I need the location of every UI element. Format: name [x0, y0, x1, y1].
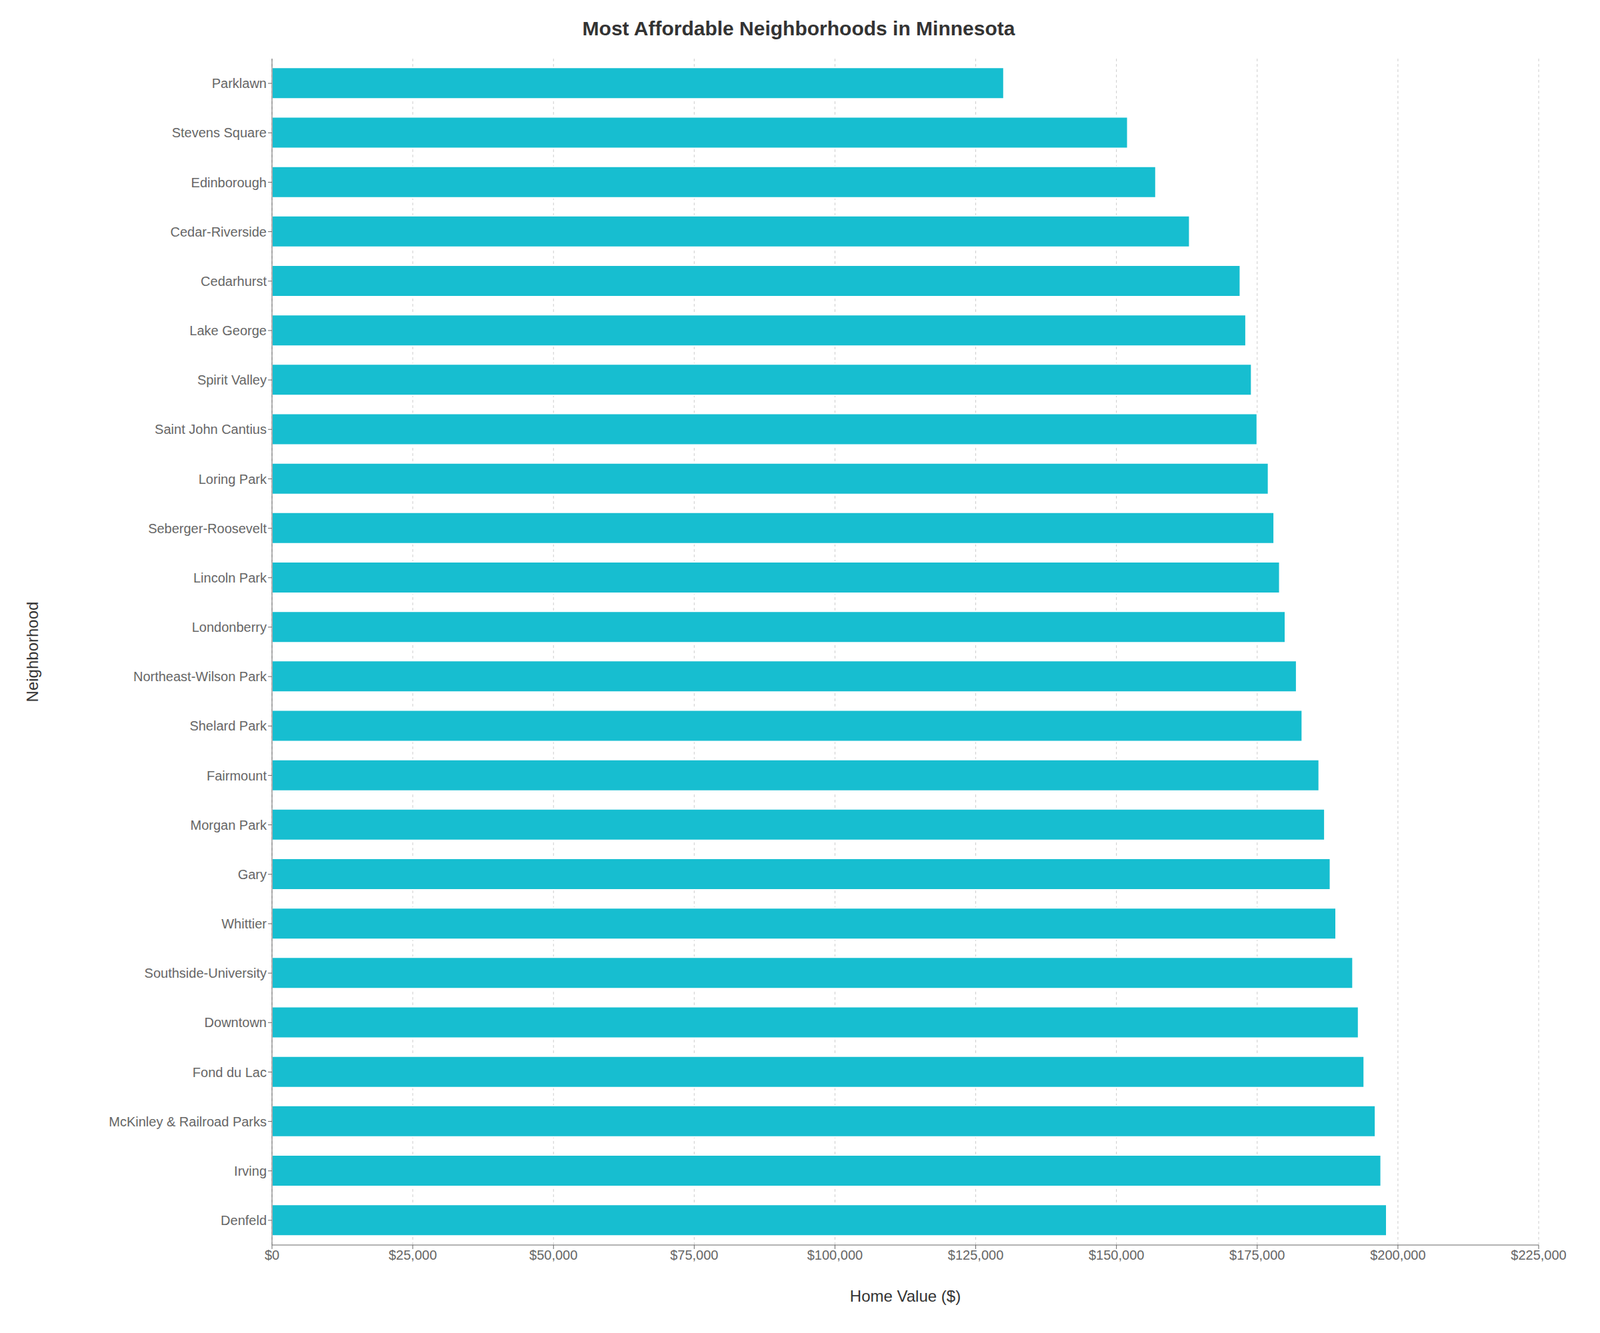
svg-text:Spirit Valley: Spirit Valley — [197, 372, 267, 388]
svg-text:$100,000: $100,000 — [807, 1248, 863, 1263]
svg-text:Cedarhurst: Cedarhurst — [200, 274, 267, 289]
svg-text:Loring Park: Loring Park — [198, 472, 268, 487]
svg-text:$175,000: $175,000 — [1229, 1248, 1285, 1263]
svg-text:Neighborhood: Neighborhood — [23, 602, 42, 703]
svg-text:Cedar-Riverside: Cedar-Riverside — [170, 224, 268, 240]
svg-text:Northeast-Wilson Park: Northeast-Wilson Park — [133, 669, 268, 684]
svg-text:Gary: Gary — [238, 867, 267, 882]
svg-text:McKinley & Railroad Parks: McKinley & Railroad Parks — [108, 1114, 267, 1130]
svg-text:Stevens Square: Stevens Square — [172, 125, 267, 140]
svg-text:Home Value ($): Home Value ($) — [850, 1287, 961, 1306]
svg-text:$150,000: $150,000 — [1088, 1248, 1144, 1263]
html-text:Most Affordable Neighborhoods: Most Affordable Neighborhoods in Minneso… — [582, 17, 1015, 40]
svg-text:Southside-University: Southside-University — [144, 966, 267, 981]
svg-text:Denfeld: Denfeld — [220, 1213, 267, 1228]
svg-text:Fond du Lac: Fond du Lac — [192, 1065, 267, 1080]
svg-text:Morgan Park: Morgan Park — [190, 818, 268, 833]
svg-text:Lake George: Lake George — [189, 323, 267, 338]
svg-text:Londonberry: Londonberry — [192, 620, 267, 635]
svg-text:Edinborough: Edinborough — [191, 175, 267, 190]
svg-text:Saint John Cantius: Saint John Cantius — [154, 422, 267, 437]
svg-text:$50,000: $50,000 — [529, 1248, 578, 1263]
svg-text:Seberger-Roosevelt: Seberger-Roosevelt — [148, 521, 267, 536]
svg-text:$125,000: $125,000 — [948, 1248, 1004, 1263]
svg-text:$0: $0 — [264, 1248, 280, 1263]
svg-text:$25,000: $25,000 — [388, 1248, 437, 1263]
svg-text:Shelard Park: Shelard Park — [189, 718, 268, 734]
svg-text:Fairmount: Fairmount — [206, 768, 267, 784]
svg-text:$225,000: $225,000 — [1510, 1248, 1566, 1263]
svg-text:Whittier: Whittier — [221, 916, 267, 932]
svg-text:$75,000: $75,000 — [670, 1248, 718, 1263]
svg-text:Parklawn: Parklawn — [212, 76, 267, 91]
svg-text:Downtown: Downtown — [204, 1015, 267, 1030]
svg-text:$200,000: $200,000 — [1370, 1248, 1426, 1263]
svg-text:Lincoln Park: Lincoln Park — [193, 570, 268, 586]
svg-text:Irving: Irving — [234, 1164, 267, 1179]
